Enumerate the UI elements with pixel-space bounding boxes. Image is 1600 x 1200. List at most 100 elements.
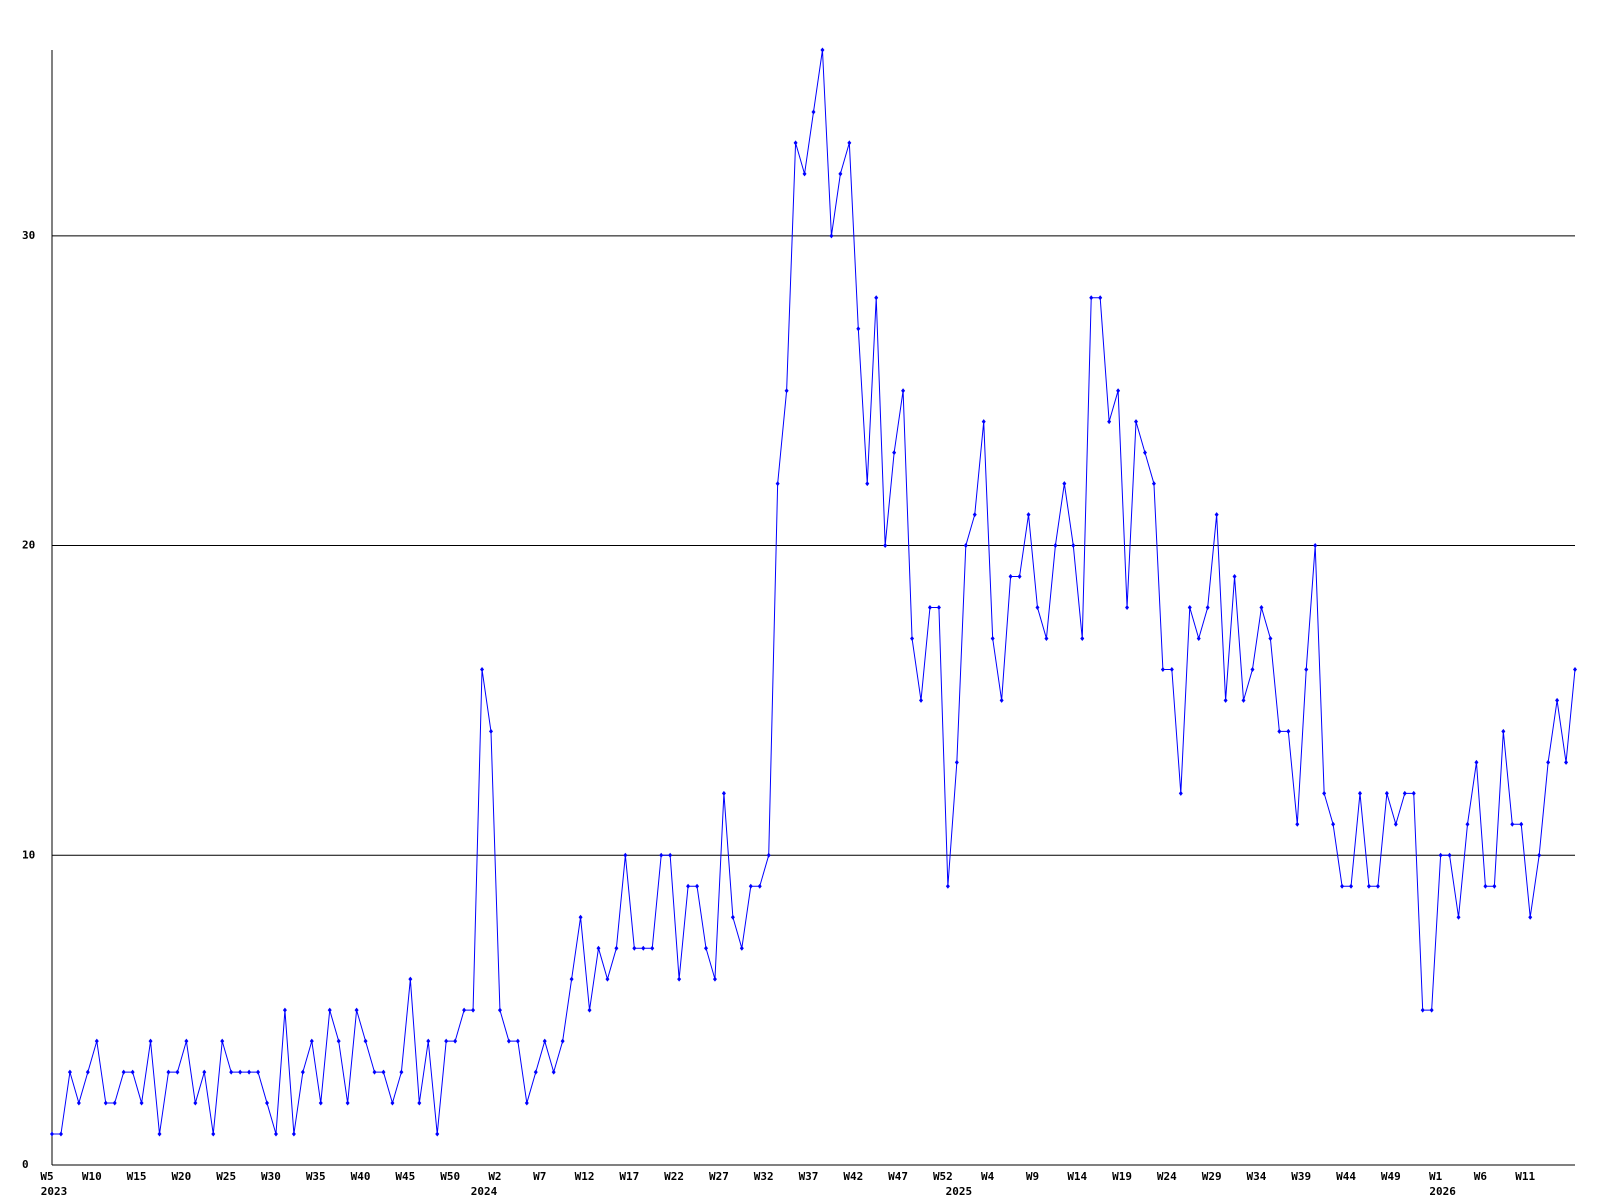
data-point [390,1100,395,1106]
data-point [712,976,717,982]
data-point [238,1069,243,1075]
data-point [515,1038,520,1044]
data-point [1447,852,1452,858]
data-point [1134,419,1139,425]
data-point [1187,605,1192,610]
x-tick-label: W40 [351,1170,371,1183]
x-tick-label: W1 [1429,1170,1443,1183]
year-label: 2025 [946,1185,973,1198]
data-point [497,1007,502,1013]
data-point [480,666,485,672]
data-point [1366,883,1371,889]
x-tick-label: W2 [488,1170,501,1183]
data-point [1241,697,1246,703]
data-point [184,1038,189,1044]
x-tick-label: W22 [664,1170,684,1183]
data-point [282,1007,287,1013]
data-point [1393,821,1398,827]
data-point [202,1069,207,1075]
data-point [936,605,941,610]
data-point [1026,512,1031,518]
data-point [892,450,897,456]
data-point [1420,1007,1425,1013]
data-point [775,481,780,487]
data-point [820,47,825,53]
data-point [945,883,950,889]
data-point [1071,543,1076,549]
data-point [85,1069,90,1075]
data-point [354,1007,359,1013]
data-point [291,1131,296,1137]
year-label: 2024 [471,1185,498,1198]
x-tick-label: W19 [1112,1170,1132,1183]
data-point [1205,605,1210,610]
x-tick-label: W14 [1067,1170,1087,1183]
data-point [1456,914,1461,920]
data-point [130,1069,135,1075]
x-tick-label: W25 [216,1170,236,1183]
data-point [417,1100,422,1106]
data-point [193,1100,198,1106]
data-point [462,1007,467,1013]
data-point [1277,728,1282,734]
data-point [363,1038,368,1044]
data-point [50,1131,54,1137]
data-point [1008,574,1013,580]
x-tick-label: W6 [1474,1170,1488,1183]
data-point [444,1038,449,1044]
data-point [1546,759,1551,765]
data-point [990,635,995,641]
data-point [139,1100,144,1106]
y-tick-label: 30 [22,229,35,242]
data-point [829,233,834,239]
data-point [695,883,700,889]
data-point [318,1100,323,1106]
data-point [1519,821,1524,827]
x-tick-label: W4 [981,1170,995,1183]
data-point [1169,666,1174,672]
data-point [94,1038,99,1044]
data-point [76,1100,81,1106]
data-point [587,1007,592,1013]
data-point [381,1069,386,1075]
data-point [739,945,744,951]
data-point [1438,852,1443,858]
data-point [838,171,843,177]
data-point [901,388,906,394]
data-point [506,1038,511,1044]
x-tick-label: W37 [799,1170,819,1183]
data-point [1564,759,1569,765]
data-point [614,945,619,951]
data-point [560,1038,565,1044]
data-point [1573,666,1577,672]
data-point [524,1100,529,1106]
data-point [1501,728,1506,734]
data-point [1196,635,1201,641]
x-tick-label: W27 [709,1170,729,1183]
x-tick-label: W7 [533,1170,546,1183]
data-point [856,326,861,332]
x-tick-label: W44 [1336,1170,1356,1183]
data-point [1160,666,1165,672]
data-point [1089,295,1094,301]
data-point [954,759,959,765]
data-point [1053,543,1058,549]
x-tick-label: W11 [1515,1170,1535,1183]
data-point [972,512,977,518]
data-point [963,543,968,549]
data-point [148,1038,153,1044]
data-point [265,1100,270,1106]
x-tick-label: W20 [171,1170,191,1183]
x-tick-label: W42 [843,1170,863,1183]
data-point [1268,635,1273,641]
data-point [981,419,986,425]
data-point [1035,605,1040,610]
data-point [874,295,879,301]
data-point [551,1069,556,1075]
data-point [927,605,932,610]
data-point [453,1038,458,1044]
x-tick-label: W45 [395,1170,415,1183]
data-point [327,1007,332,1013]
data-point [103,1100,108,1106]
